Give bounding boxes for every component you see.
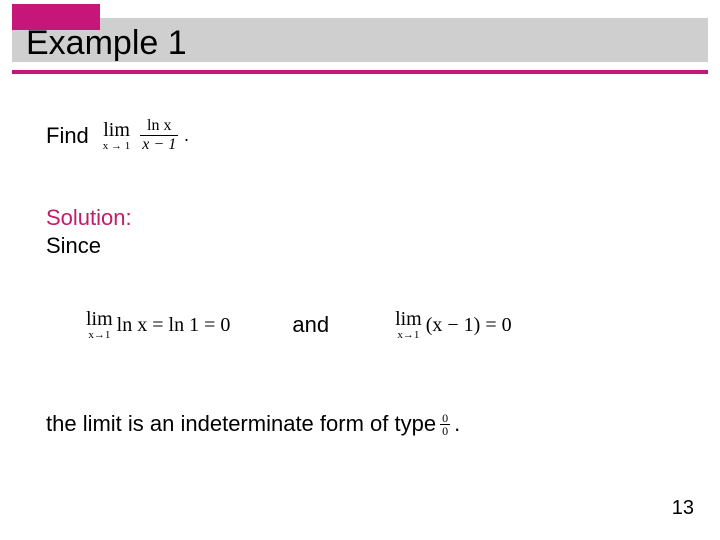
lim-word: lim [103,120,130,140]
limit-symbol: lim x → 1 [103,120,131,152]
trailing-period: . [184,125,189,146]
find-expression: lim x → 1 ln x x − 1 . [103,118,189,153]
denominator: x − 1 [140,136,178,153]
conclusion-prefix: the limit is an indeterminate form of ty… [46,411,436,437]
slide-title: Example 1 [26,24,187,63]
conclusion-suffix: . [454,411,460,437]
solution-label: Solution: [46,205,680,231]
indeterminate-fraction: 0 0 [436,412,454,437]
equation-left: lim x→1 ln x = ln 1 = 0 [86,309,234,341]
numerator: ln x [145,118,173,135]
equation-left-body: ln x = ln 1 = 0 [117,314,231,337]
limit-symbol-left: lim x→1 [86,309,113,341]
find-row: Find lim x → 1 ln x x − 1 . [46,118,680,153]
equation-row: lim x→1 ln x = ln 1 = 0 and lim x→1 (x −… [46,309,680,341]
slide-content: Find lim x → 1 ln x x − 1 . Solution: Si… [46,100,680,437]
find-label: Find [46,123,89,149]
equation-right-body: (x − 1) = 0 [426,314,512,337]
and-label: and [292,312,329,338]
accent-rule [12,70,708,74]
solution-block: Solution: Since [46,205,680,259]
conclusion-row: the limit is an indeterminate form of ty… [46,411,680,437]
fraction: ln x x − 1 [140,118,178,153]
since-label: Since [46,233,680,259]
limit-symbol-right: lim x→1 [395,309,422,341]
lim-sub: x → 1 [103,141,131,152]
equation-right: lim x→1 (x − 1) = 0 [395,309,516,341]
page-number: 13 [672,497,694,520]
